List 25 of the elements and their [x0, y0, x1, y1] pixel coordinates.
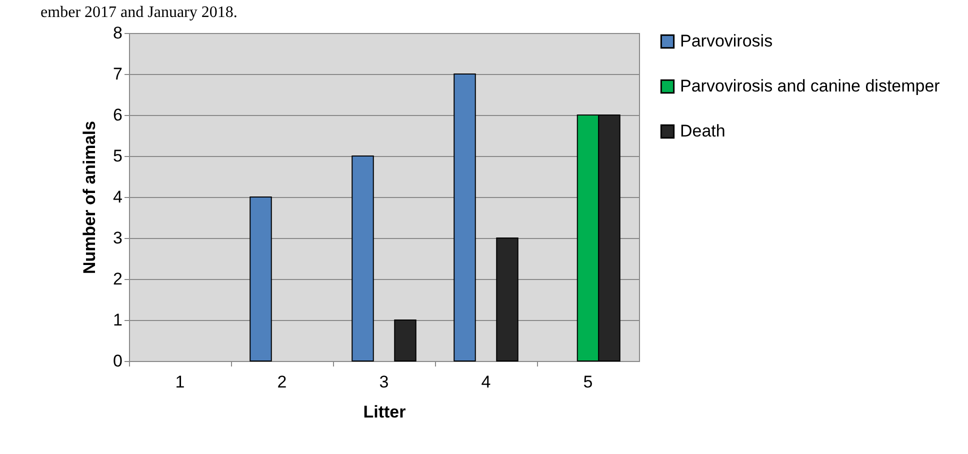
- y-axis-title: Number of animals: [80, 120, 100, 274]
- y-tick-label: 7: [113, 64, 122, 84]
- y-tick-label: 1: [113, 310, 122, 330]
- bar: [496, 238, 518, 362]
- x-tick-label: 5: [583, 372, 593, 392]
- y-tick-label: 5: [113, 146, 122, 166]
- bar: [454, 74, 476, 362]
- x-tick-label: 4: [481, 372, 491, 392]
- y-tick-label: 8: [113, 24, 122, 42]
- legend-label: Parvovirosis and canine distemper: [680, 76, 940, 96]
- y-tick-label: 4: [113, 188, 122, 206]
- text: ember 2017 and January 2018.: [40, 4, 238, 21]
- y-tick-label: 3: [113, 228, 122, 248]
- legend-label: Parvovirosis: [680, 32, 773, 50]
- y-tick-label: 2: [113, 270, 122, 288]
- x-tick-label: 2: [277, 372, 287, 392]
- legend-label: Death: [680, 122, 726, 140]
- bar: [394, 320, 416, 362]
- bar: [250, 196, 272, 362]
- bar: [352, 156, 374, 362]
- y-tick-label: 6: [113, 106, 122, 124]
- x-tick-label: 1: [175, 372, 185, 392]
- x-axis-title: Litter: [363, 402, 406, 422]
- x-tick-label: 3: [379, 372, 389, 392]
- y-tick-label: 0: [113, 352, 122, 370]
